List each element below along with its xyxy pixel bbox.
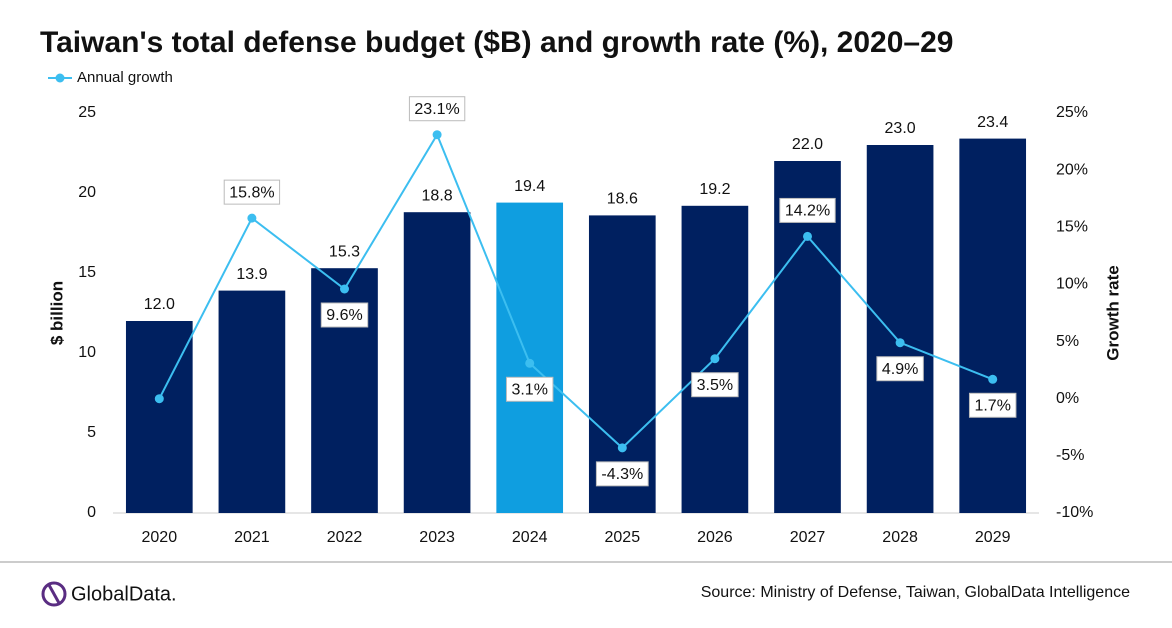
growth-label: 3.5% [697, 377, 733, 394]
growth-label-box [779, 197, 836, 223]
bar-value-label: 23.0 [885, 120, 916, 137]
x-tick-label: 2023 [419, 529, 455, 546]
bar-value-label: 23.4 [977, 114, 1008, 131]
y2-tick-label: 0% [1056, 390, 1079, 407]
growth-point [710, 354, 720, 364]
y2-tick-label: 15% [1056, 219, 1088, 236]
bar-value-label: 19.2 [699, 181, 730, 198]
growth-point [895, 338, 905, 348]
growth-point [525, 358, 535, 368]
y-tick-label: 20 [78, 184, 96, 201]
x-tick-label: 2026 [697, 529, 733, 546]
y-axis-title: $ billion [47, 281, 66, 345]
bar [218, 290, 286, 513]
x-tick-label: 2028 [882, 529, 918, 546]
bar [866, 145, 934, 513]
growth-label: 3.1% [511, 382, 547, 399]
x-tick-label: 2025 [605, 529, 641, 546]
y2-tick-label: -10% [1056, 504, 1093, 521]
x-tick-label: 2020 [142, 529, 178, 546]
logo-icon [41, 581, 67, 607]
y2-tick-label: 10% [1056, 276, 1088, 293]
logo-text: GlobalData. [71, 583, 177, 605]
growth-label-box [505, 376, 554, 402]
growth-point [247, 213, 257, 223]
x-tick-label: 2021 [234, 529, 270, 546]
legend-label: Annual growth [77, 69, 173, 86]
x-tick-label: 2029 [975, 529, 1011, 546]
growth-point [154, 394, 164, 404]
chart-title: Taiwan's total defense budget ($B) and g… [40, 26, 953, 59]
y-tick-label: 0 [87, 504, 96, 521]
legend-marker [55, 73, 65, 83]
y2-tick-label: 20% [1056, 161, 1088, 178]
growth-label: 1.7% [974, 398, 1010, 415]
bar-value-label: 12.0 [144, 296, 175, 313]
growth-label-box [968, 392, 1017, 418]
x-tick-label: 2024 [512, 529, 548, 546]
bar-value-label: 18.8 [422, 187, 453, 204]
growth-point [340, 284, 349, 294]
y2-axis-title: Growth rate [1103, 265, 1122, 360]
growth-label: 15.8% [229, 184, 274, 201]
growth-label-box [691, 372, 739, 398]
y2-tick-label: -5% [1056, 447, 1084, 464]
bar-value-label: 15.3 [329, 243, 360, 260]
y-tick-label: 15 [78, 264, 96, 281]
y-tick-label: 10 [78, 344, 96, 361]
bar-value-label: 18.6 [607, 191, 638, 208]
growth-label-box [595, 461, 649, 487]
growth-label: 9.6% [326, 307, 362, 324]
growth-label: 4.9% [882, 361, 918, 378]
growth-point [432, 130, 442, 140]
growth-point [988, 374, 998, 384]
x-tick-label: 2027 [790, 529, 826, 546]
bar [125, 321, 193, 513]
y-tick-label: 25 [78, 104, 96, 121]
bar-value-label: 19.4 [514, 178, 545, 195]
growth-label: -4.3% [601, 466, 643, 483]
bar [496, 202, 564, 513]
x-tick-label: 2022 [327, 529, 363, 546]
y2-tick-label: 5% [1056, 333, 1079, 350]
bar [959, 138, 1027, 513]
bar-value-label: 13.9 [236, 266, 267, 283]
bar [403, 212, 471, 513]
growth-point [803, 231, 812, 241]
growth-label-box [223, 179, 281, 205]
y-tick-label: 5 [87, 424, 96, 441]
growth-label: 14.2% [785, 203, 830, 220]
bar-value-label: 22.0 [792, 136, 823, 153]
source: Source: Ministry of Defense, Taiwan, Glo… [701, 584, 1130, 601]
growth-label-box [876, 356, 924, 382]
growth-label-box [320, 302, 369, 328]
y2-tick-label: 25% [1056, 104, 1088, 121]
growth-point [617, 443, 627, 453]
growth-line [158, 132, 994, 450]
growth-label-box [408, 96, 466, 122]
growth-label: 23.1% [414, 101, 459, 118]
